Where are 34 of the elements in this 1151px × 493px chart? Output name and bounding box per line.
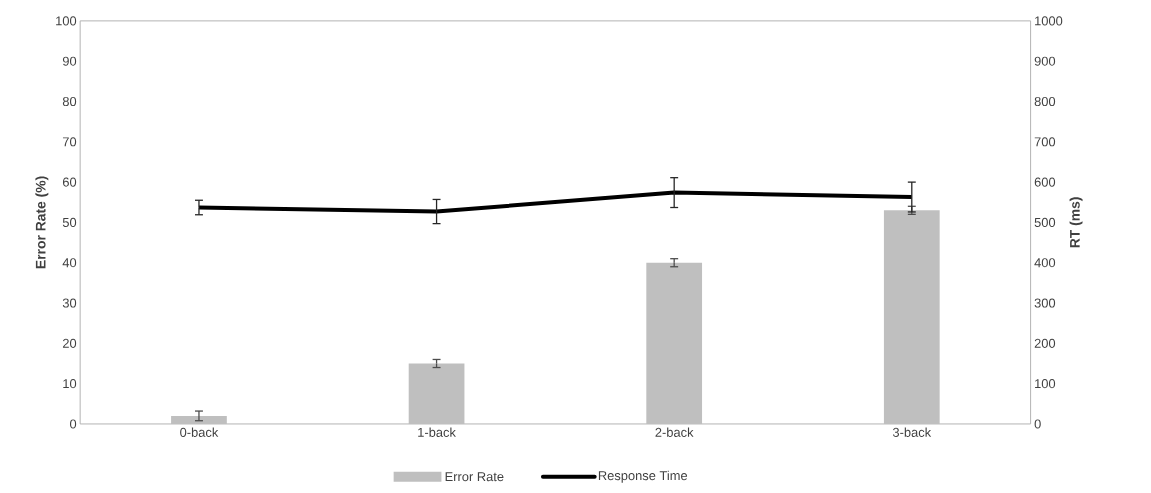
bar <box>646 262 703 425</box>
legend-label: Error Rate <box>445 472 504 482</box>
y-tick-label: 0 <box>69 419 77 429</box>
y-tick-label: 80 <box>62 97 77 107</box>
y-tick-label: 70 <box>62 137 77 147</box>
x-tick-label: 1-back <box>418 427 456 438</box>
y2-tick-label: 400 <box>1034 258 1056 268</box>
y2-tick-label: 900 <box>1034 56 1056 66</box>
y-axis-title: Error Rate (%) <box>35 176 49 269</box>
x-tick-label: 0-back <box>180 427 219 438</box>
bar <box>171 416 227 425</box>
y2-tick-label: 0 <box>1034 419 1041 429</box>
y2-tick-label: 800 <box>1034 97 1056 107</box>
y-tick-label: 40 <box>62 258 77 268</box>
x-tick-label: 2-back <box>655 427 694 438</box>
y-tick-label: 30 <box>62 298 77 308</box>
bar <box>883 210 940 425</box>
y-tick-label: 60 <box>62 177 77 187</box>
y2-tick-label: 700 <box>1034 137 1056 147</box>
y-tick-label: 90 <box>62 56 77 66</box>
y2-tick-label: 300 <box>1034 298 1056 308</box>
y2-tick-label: 200 <box>1034 338 1056 349</box>
y2-tick-label: 1000 <box>1035 16 1063 26</box>
bar <box>408 363 465 425</box>
y-tick-label: 100 <box>56 16 77 26</box>
y2-tick-label: 600 <box>1034 177 1056 187</box>
x-tick-label: 3-back <box>892 427 932 438</box>
legend-label: Response Time <box>598 470 688 483</box>
y-tick-label: 20 <box>62 338 77 349</box>
y-tick-label: 50 <box>62 218 77 228</box>
y2-axis-title: RT (ms) <box>1069 197 1083 248</box>
y-tick-label: 10 <box>63 379 77 389</box>
y2-tick-label: 100 <box>1035 379 1056 389</box>
y2-tick-label: 500 <box>1034 218 1056 228</box>
